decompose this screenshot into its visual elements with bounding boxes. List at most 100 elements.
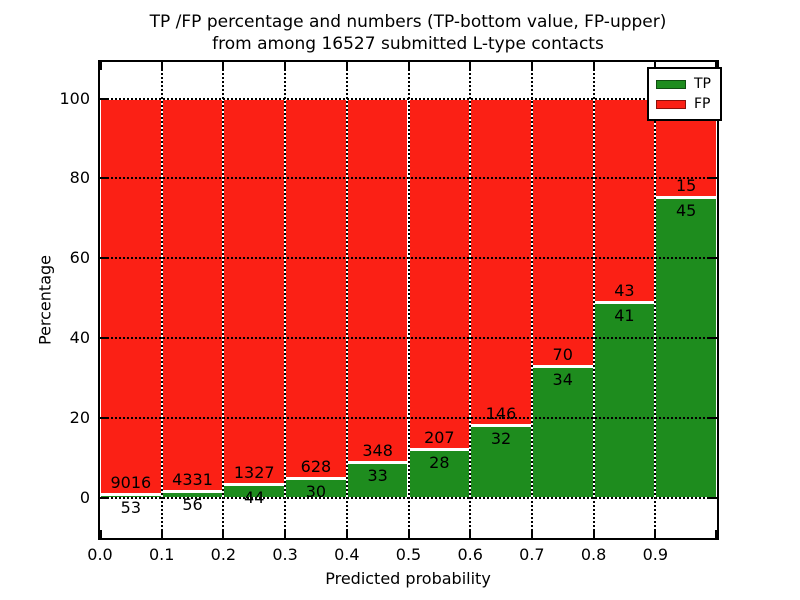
- v-gridline: [469, 62, 472, 538]
- v-gridline: [530, 62, 533, 538]
- tp-count-label: 41: [614, 305, 635, 325]
- x-tick-label: 0.1: [148, 545, 175, 564]
- y-tick-label: 100: [59, 88, 90, 108]
- v-gridline: [284, 62, 287, 538]
- x-tick-mark: [654, 530, 657, 538]
- bar-fp: [285, 98, 347, 480]
- tp-count-label: 44: [244, 487, 265, 507]
- legend-label: FP: [694, 96, 711, 112]
- x-tick-mark-top: [100, 62, 102, 70]
- v-gridline: [592, 62, 595, 538]
- y-tick-mark-right: [709, 177, 717, 180]
- y-tick-mark-right: [709, 257, 717, 260]
- fp-count-label: 43: [614, 280, 635, 300]
- bar-tp: [593, 302, 656, 498]
- x-axis-label: Predicted probability: [325, 569, 491, 588]
- fp-count-label: 9016: [110, 473, 152, 493]
- v-gridline: [160, 62, 163, 538]
- x-tick-mark-top: [345, 62, 348, 70]
- x-tick-label: 0.3: [272, 545, 298, 564]
- legend-label: TP: [694, 76, 711, 92]
- y-tick-label: 80: [69, 168, 90, 188]
- y-tick-mark: [100, 97, 108, 100]
- y-tick-mark: [100, 336, 108, 339]
- x-tick-mark-top: [654, 62, 657, 70]
- tp-count-label: 33: [367, 465, 388, 485]
- x-tick-label: 0.5: [395, 545, 422, 564]
- x-tick-mark-top: [407, 62, 410, 70]
- x-tick-mark: [469, 530, 472, 538]
- y-tick-label: 60: [69, 248, 90, 268]
- x-tick-mark: [284, 530, 287, 538]
- bar-tp: [655, 198, 717, 498]
- x-tick-mark-top: [592, 62, 595, 70]
- x-tick-mark-top: [530, 62, 533, 70]
- chart-title-line2: from among 16527 submitted L-type contac…: [212, 34, 604, 54]
- fp-count-label: 1327: [233, 462, 275, 482]
- x-tick-label: 0.0: [87, 545, 113, 564]
- x-tick-mark: [100, 530, 102, 538]
- fp-count-label: 146: [485, 403, 517, 423]
- fp-count-label: 348: [362, 440, 393, 460]
- v-gridline: [222, 62, 225, 538]
- legend: TP FP: [647, 67, 722, 121]
- x-tick-mark: [592, 530, 595, 538]
- bar-fp: [223, 98, 286, 485]
- tp-count-label: 56: [182, 495, 203, 515]
- legend-swatch-fp: [656, 99, 686, 109]
- x-tick-mark: [345, 530, 348, 538]
- y-tick-mark-right: [709, 416, 717, 419]
- x-tick-mark: [407, 530, 410, 538]
- y-tick-mark-right: [709, 336, 717, 339]
- tp-count-label: 32: [490, 428, 512, 448]
- x-tick-mark-top: [715, 62, 717, 70]
- fp-count-label: 628: [300, 457, 332, 477]
- x-tick-label: 0.8: [580, 545, 607, 564]
- y-tick-mark: [100, 416, 108, 419]
- bar-fp: [531, 98, 594, 368]
- bar-fp: [470, 98, 532, 426]
- y-tick-label: 40: [69, 327, 90, 347]
- x-tick-label: 0.6: [457, 545, 483, 564]
- legend-entry: FP: [656, 94, 711, 114]
- bar-fp: [346, 98, 409, 463]
- v-gridline: [407, 62, 410, 538]
- bar-fp: [161, 98, 224, 493]
- legend-swatch-tp: [656, 79, 686, 89]
- x-tick-mark: [222, 530, 225, 538]
- plot-inner: 9016 53 4331 56 1327 44 628 30 348 33 207 28 146 32 70…: [100, 62, 717, 538]
- bar-fp: [593, 98, 656, 303]
- x-tick-mark: [160, 530, 163, 538]
- fp-count-label: 70: [552, 345, 573, 365]
- y-tick-label: 0: [79, 487, 90, 507]
- fp-count-label: 207: [424, 427, 455, 447]
- x-tick-mark-top: [284, 62, 287, 70]
- y-tick-label: 20: [69, 407, 90, 427]
- tp-count-label: 45: [675, 201, 697, 221]
- v-gridline: [345, 62, 348, 538]
- plot-area: 9016 53 4331 56 1327 44 628 30 348 33 207 28 146 32 70…: [98, 60, 719, 540]
- tp-count-label: 34: [552, 370, 573, 390]
- y-tick-mark: [100, 257, 108, 260]
- x-tick-mark: [715, 530, 717, 538]
- chart-title: TP /FP percentage and numbers (TP-bottom…: [150, 11, 667, 55]
- x-tick-mark-top: [469, 62, 472, 70]
- x-tick-mark-top: [160, 62, 163, 70]
- x-tick-label: 0.7: [519, 545, 545, 564]
- y-tick-mark-right: [709, 496, 717, 499]
- x-tick-mark-top: [222, 62, 225, 70]
- bar-fp: [408, 98, 471, 450]
- y-tick-mark: [100, 496, 108, 499]
- tp-count-label: 28: [429, 452, 450, 472]
- x-tick-label: 0.2: [210, 545, 237, 564]
- legend-entry: TP: [656, 74, 711, 94]
- tp-count-label: 30: [305, 482, 327, 502]
- y-tick-mark: [100, 177, 108, 180]
- chart-title-line1: TP /FP percentage and numbers (TP-bottom…: [149, 12, 667, 32]
- tp-count-label: 53: [120, 498, 142, 518]
- x-tick-label: 0.9: [642, 545, 669, 564]
- x-tick-mark: [530, 530, 533, 538]
- bar-fp: [100, 98, 162, 496]
- v-gridline: [654, 62, 657, 538]
